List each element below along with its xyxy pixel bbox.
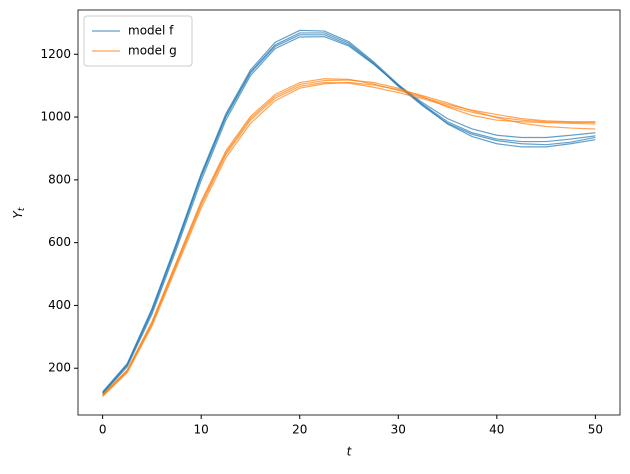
y-tick-label: 1000: [40, 110, 71, 124]
y-axis-label: Yt: [11, 207, 27, 218]
y-tick-label: 400: [48, 298, 71, 312]
x-tick-label: 0: [99, 423, 107, 437]
y-tick-label: 1200: [40, 47, 71, 61]
legend-label: model f: [128, 24, 174, 38]
y-label-main: Y: [11, 209, 25, 218]
line: [102, 79, 596, 396]
plot-frame: [77, 9, 621, 416]
y-label-subscript: t: [17, 207, 27, 211]
line: [102, 32, 596, 394]
legend-box: [83, 15, 193, 67]
x-tick-label: 20: [292, 423, 307, 437]
x-axis-label: t: [347, 445, 353, 459]
y-tick-label: 800: [48, 172, 71, 186]
line: [102, 36, 596, 395]
x-tick-label: 10: [194, 423, 209, 437]
y-tick-label: 600: [48, 235, 71, 249]
x-tick-label: 30: [391, 423, 406, 437]
legend-label: model g: [128, 44, 177, 58]
y-tick-label: 200: [48, 361, 71, 375]
x-tick-label: 40: [489, 423, 504, 437]
line: [102, 81, 596, 397]
x-tick-label: 50: [588, 423, 603, 437]
